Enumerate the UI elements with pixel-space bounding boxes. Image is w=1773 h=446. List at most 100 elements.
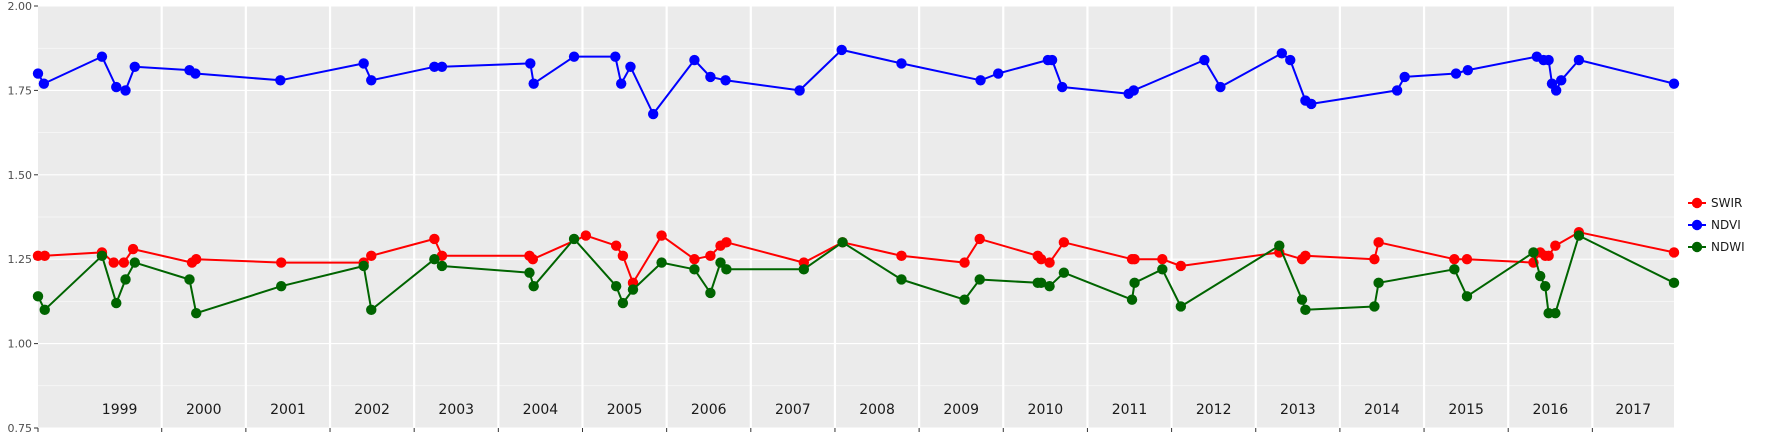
year-label: 2000 — [186, 402, 222, 418]
data-point-ndvi — [525, 58, 536, 69]
data-point-ndwi — [184, 274, 195, 285]
data-point-swir — [1129, 254, 1140, 265]
data-point-ndwi — [191, 308, 202, 319]
data-point-ndwi — [1044, 281, 1055, 292]
data-point-ndwi — [656, 257, 667, 268]
data-point-ndwi — [1175, 301, 1187, 312]
data-point-ndvi — [1462, 64, 1474, 76]
data-point-ndvi — [1056, 81, 1068, 93]
data-point-swir — [127, 243, 139, 255]
data-point-ndwi — [1449, 264, 1460, 275]
data-point-swir — [1461, 254, 1473, 265]
data-point-swir — [610, 240, 622, 251]
year-label: 2009 — [943, 402, 979, 418]
year-label: 1999 — [102, 402, 138, 418]
data-point-ndwi — [705, 287, 716, 299]
data-point-ndvi — [1450, 68, 1462, 79]
year-label: 2010 — [1028, 402, 1064, 418]
year-label: 2013 — [1280, 402, 1316, 418]
data-point-ndwi — [721, 264, 732, 275]
data-point-ndwi — [1129, 277, 1140, 289]
data-point-swir — [108, 257, 119, 268]
data-point-ndvi — [705, 71, 716, 83]
data-point-ndvi — [1306, 98, 1317, 110]
data-point-ndvi — [120, 85, 131, 96]
data-point-ndwi — [1126, 294, 1138, 305]
data-point-swir — [118, 257, 130, 268]
data-point-ndvi — [689, 54, 700, 66]
data-point-swir — [39, 250, 50, 262]
data-point-ndwi — [1534, 270, 1546, 282]
data-point-swir — [1369, 254, 1380, 265]
data-point-ndwi — [1296, 294, 1308, 305]
data-point-ndvi — [625, 61, 636, 72]
y-tick-label: 1.00 — [8, 338, 33, 351]
data-point-ndvi — [38, 78, 50, 89]
year-label: 2005 — [607, 402, 643, 418]
year-label: 2007 — [775, 402, 811, 418]
data-point-ndvi — [1128, 85, 1139, 96]
data-point-ndvi — [1046, 54, 1058, 66]
y-axis: 0.75 1.00 1.25 1.50 1.75 2.00 — [8, 0, 38, 435]
data-point-ndvi — [358, 58, 369, 69]
data-point-swir — [705, 250, 716, 262]
data-point-ndwi — [896, 274, 907, 285]
data-point-ndvi — [1573, 54, 1585, 66]
data-series — [32, 44, 1680, 319]
data-point-ndvi — [129, 61, 140, 72]
data-point-swir — [1668, 247, 1680, 258]
year-label: 2001 — [270, 402, 306, 418]
data-point-ndvi — [836, 44, 847, 56]
data-point-swir — [656, 230, 667, 241]
data-point-ndwi — [715, 257, 726, 268]
data-point-swir — [1373, 237, 1384, 248]
year-label: 2015 — [1448, 402, 1484, 418]
data-point-ndvi — [896, 58, 907, 69]
data-point-swir — [1058, 237, 1070, 248]
data-point-swir — [527, 254, 539, 265]
data-point-ndwi — [1573, 230, 1585, 241]
y-tick-label: 1.50 — [8, 169, 33, 182]
data-point-ndvi — [528, 78, 539, 89]
legend-label-ndvi: NDVI — [1711, 218, 1741, 232]
data-point-ndwi — [1461, 291, 1473, 302]
data-point-ndwi — [610, 281, 622, 292]
data-point-ndwi — [366, 304, 377, 316]
year-label: 2012 — [1196, 402, 1232, 418]
year-label: 2008 — [859, 402, 895, 418]
data-point-swir — [959, 257, 970, 268]
data-point-ndvi — [720, 75, 731, 86]
data-point-ndwi — [1035, 277, 1047, 289]
data-point-ndvi — [794, 85, 805, 96]
data-point-ndvi — [1668, 78, 1680, 89]
data-point-swir — [721, 237, 732, 248]
y-tick-label: 1.75 — [8, 84, 33, 97]
y-tick-label: 2.00 — [8, 0, 33, 13]
year-label: 2003 — [438, 402, 474, 418]
data-point-ndwi — [96, 250, 108, 262]
data-point-ndvi — [1276, 48, 1288, 59]
year-label: 2011 — [1112, 402, 1148, 418]
grid-lines — [38, 5, 1674, 429]
data-point-ndwi — [627, 284, 639, 295]
data-point-ndvi — [1556, 75, 1567, 86]
year-label: 2002 — [354, 402, 390, 418]
year-label: 2006 — [691, 402, 727, 418]
data-point-ndwi — [1550, 308, 1561, 319]
data-point-ndvi — [975, 75, 986, 86]
data-point-ndwi — [798, 264, 810, 275]
data-point-ndvi — [275, 75, 286, 86]
data-point-swir — [1449, 254, 1460, 265]
data-point-swir — [689, 254, 700, 265]
data-point-swir — [1035, 254, 1047, 265]
data-point-ndwi — [436, 260, 448, 272]
data-point-ndwi — [1668, 277, 1680, 289]
data-point-ndwi — [1540, 281, 1551, 292]
data-point-ndwi — [1300, 304, 1311, 316]
data-point-ndvi — [111, 81, 122, 93]
data-point-swir — [1300, 250, 1311, 262]
data-point-ndwi — [120, 274, 131, 285]
data-point-ndwi — [1274, 240, 1285, 251]
year-labels: 1999 2000 2001 2002 2003 2004 2005 2006 2007 2008… — [102, 402, 1651, 418]
